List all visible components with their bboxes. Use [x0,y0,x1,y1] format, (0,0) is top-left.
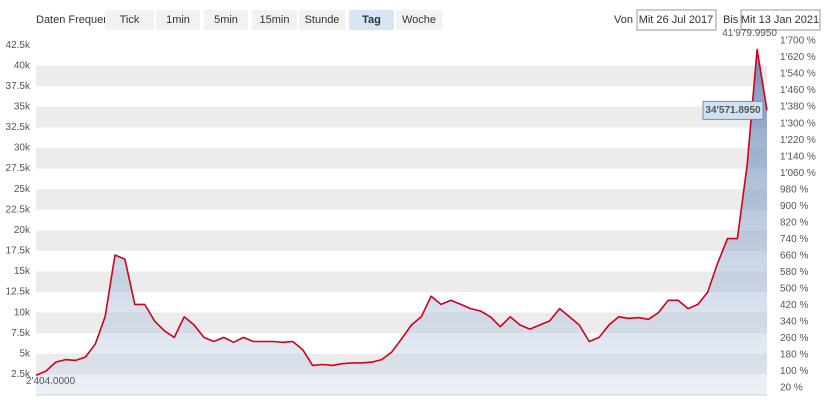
frequency-button-label[interactable]: 15min [260,14,290,26]
frequency-button[interactable] [156,10,200,30]
y2-tick-label: 1'540 % [780,69,816,80]
from-date[interactable]: Mit 26 Jul 2017 [639,14,714,26]
to-label: Bis [723,14,739,26]
frequency-button-label[interactable]: Tag [362,14,381,26]
grid-band [36,271,767,293]
y-tick-label: 42.5k [6,40,31,51]
y-tick-label: 30k [14,143,31,154]
grid-band [36,148,767,169]
last-label-box [702,100,764,120]
y-tick-label: 20k [14,225,31,236]
frequency-label: Daten Frequenz [36,14,115,26]
y-tick-label: 40k [14,60,31,71]
y-tick-label: 17.5k [6,246,31,257]
y2-tick-label: 660 % [780,250,808,261]
frequency-button-label[interactable]: Tick [120,14,140,26]
y2-tick-label: 420 % [780,300,808,311]
y-tick-label: 10k [14,307,31,318]
y2-tick-label: 580 % [780,267,808,278]
y-tick-label: 12.5k [6,287,31,298]
y2-tick-label: 340 % [780,317,808,328]
grid-band [36,189,767,210]
line [35,48,768,376]
y2-tick-label: 1'300 % [780,118,816,129]
to-input[interactable] [740,9,821,31]
y-tick-label: 37.5k [6,81,31,92]
y2-tick-label: 260 % [780,333,808,344]
grid-band [36,230,767,251]
y-tick-label: 27.5k [6,163,31,174]
last-label: 34'571.8950 [705,105,761,116]
frequency-button[interactable] [349,10,394,30]
y2-tick-label: 1'620 % [780,52,816,63]
y-tick-label: 2.5k [11,369,31,380]
frequency-button[interactable] [396,10,442,30]
y2-tick-label: 100 % [780,366,808,377]
y-tick-label: 25k [14,184,31,195]
frequency-button-label[interactable]: Stunde [305,14,340,26]
y2-tick-label: 1'460 % [780,85,816,96]
y2-tick-label: 980 % [780,184,808,195]
y-tick-label: 7.5k [11,328,31,339]
y-tick-label: 5k [19,348,31,359]
area [36,49,767,396]
y2-tick-label: 20 % [780,383,803,394]
y2-tick-label: 740 % [780,234,808,245]
y2-tick-label: 900 % [780,201,808,212]
y-tick-label: 15k [14,266,31,277]
y2-tick-label: 1'220 % [780,135,816,146]
frequency-button-label[interactable]: 1min [166,14,190,26]
y2-tick-label: 500 % [780,283,808,294]
y2-tick-label: 1'700 % [780,36,816,47]
y-tick-label: 22.5k [6,204,31,215]
y2-tick-label: 180 % [780,350,808,361]
frequency-button-label[interactable]: 5min [214,14,238,26]
frequency-button[interactable] [299,10,345,30]
frequency-button[interactable] [252,10,297,30]
frequency-button[interactable] [204,10,248,30]
grid-band [36,106,767,128]
to-date[interactable]: Mit 13 Jan 2021 [741,14,819,26]
frequency-button-label[interactable]: Woche [402,14,436,26]
grid-band [36,65,767,87]
start-label: 2'404.0000 [26,376,76,387]
y-tick-label: 32.5k [6,122,31,133]
y2-tick-label: 1'380 % [780,102,816,113]
y-tick-label: 35k [14,102,31,113]
y2-tick-label: 1'140 % [780,151,816,162]
y2-tick-label: 820 % [780,217,808,228]
grid-band [36,312,767,334]
max-label: 41'979.9950 [722,28,777,39]
from-label: Von [614,14,633,26]
y2-tick-label: 1'060 % [780,168,816,179]
frequency-button[interactable] [105,10,154,30]
from-input[interactable] [636,9,717,31]
